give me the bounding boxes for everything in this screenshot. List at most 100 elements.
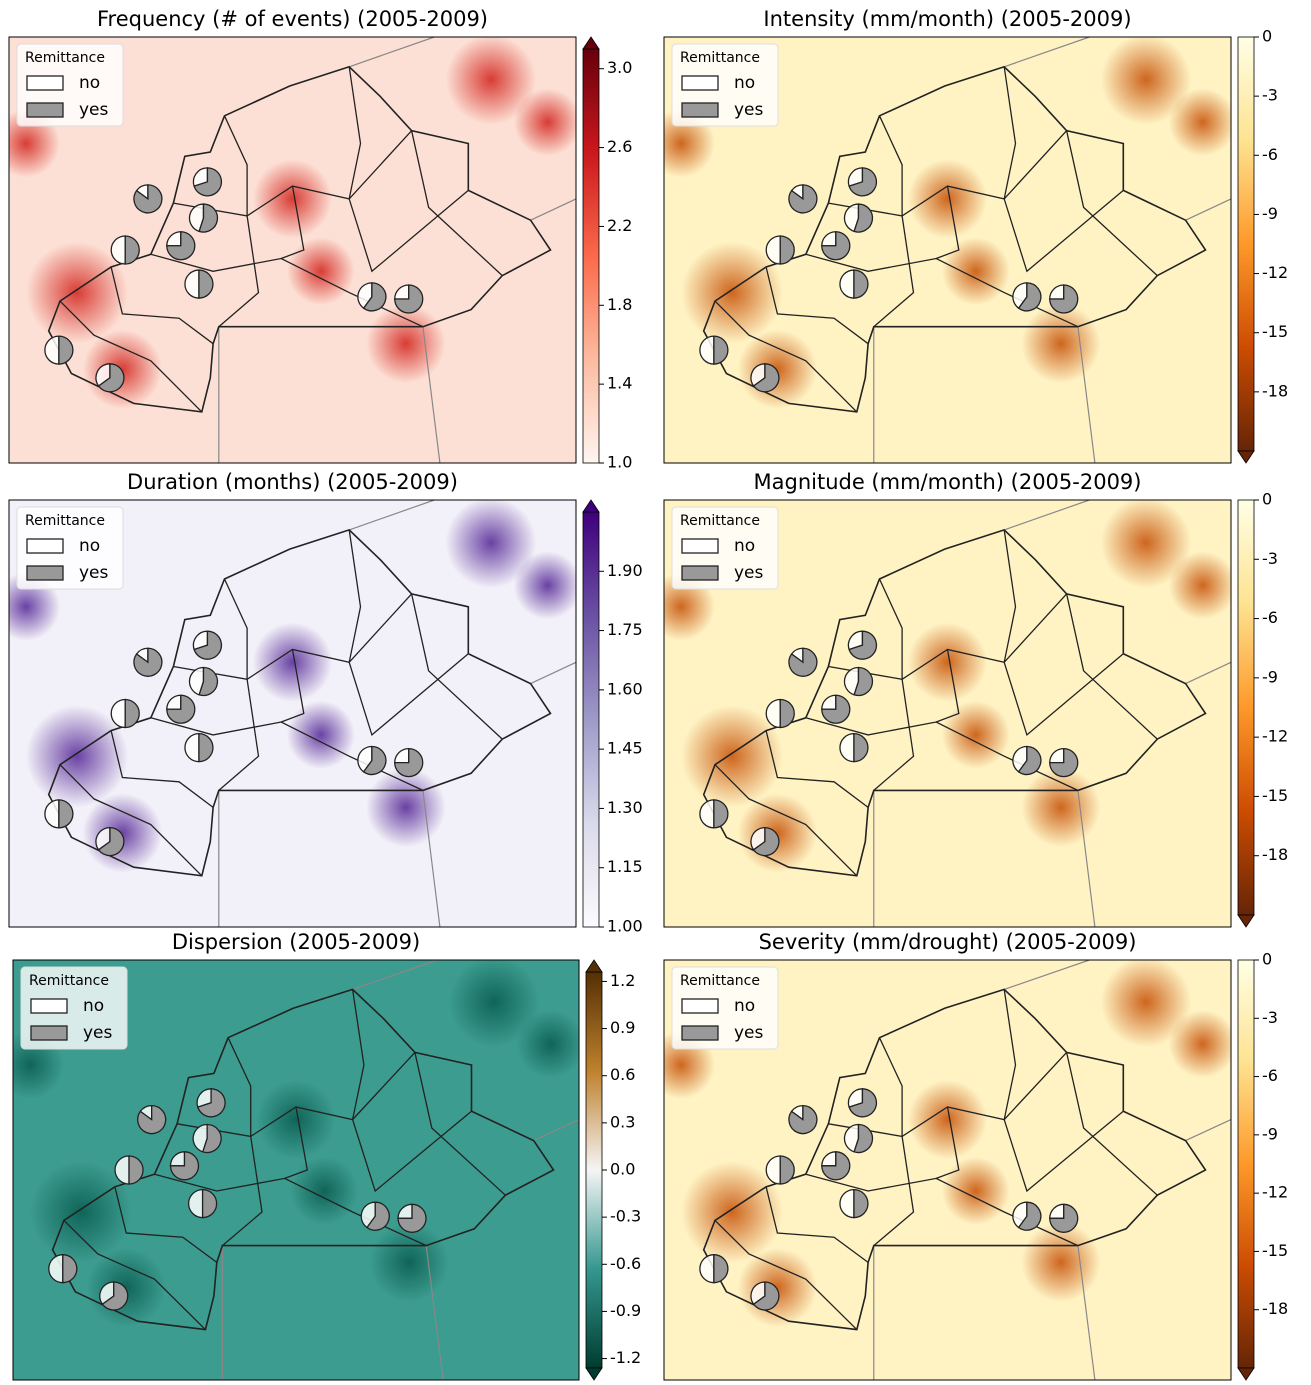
colorbar-tick-label: -12 xyxy=(1262,727,1288,746)
colorbar-tick-label: 1.15 xyxy=(607,857,643,876)
colorbar-tick-label: 1.8 xyxy=(607,295,632,314)
colorbar-tick-label: 0.3 xyxy=(610,1112,635,1131)
colorbar-tick-label: -0.3 xyxy=(610,1207,641,1226)
hotspot xyxy=(83,330,162,409)
legend-patch xyxy=(682,76,718,90)
colorbar xyxy=(1238,37,1254,451)
colorbar-tick-label: 1.90 xyxy=(607,561,643,580)
colorbar-tick-label: -18 xyxy=(1262,381,1288,400)
colorbar-tick-label: 0 xyxy=(1262,490,1272,509)
colorbar-tick-label: 0 xyxy=(1262,950,1272,969)
legend-patch xyxy=(27,566,63,580)
page: Frequency (# of events) (2005-2009) Remit… xyxy=(0,0,1311,1385)
hotspot xyxy=(370,1223,449,1302)
colorbar-tick-label: 1.00 xyxy=(607,917,643,936)
colorbar-tick-label: -15 xyxy=(1262,1241,1288,1260)
colorbar-tick-label: 2.6 xyxy=(607,137,632,156)
legend-label: yes xyxy=(79,563,109,583)
colorbar xyxy=(583,512,599,927)
colorbar-tick-label: 1.2 xyxy=(610,971,635,990)
colorbar-extend xyxy=(586,1368,602,1380)
legend-title: Remittance xyxy=(25,50,105,66)
panel-title: Dispersion (2005-2009) xyxy=(172,930,420,954)
colorbar-tick-label: 3.0 xyxy=(607,58,632,77)
hotspot xyxy=(290,1157,358,1225)
legend-title: Remittance xyxy=(25,513,105,529)
colorbar-tick-label: -3 xyxy=(1262,1008,1278,1027)
panel-title: Severity (mm/drought) (2005-2009) xyxy=(759,930,1137,954)
legend-label: no xyxy=(79,73,100,93)
hotspot xyxy=(942,237,1010,305)
legend-label: no xyxy=(734,536,755,556)
colorbar-extend xyxy=(1238,451,1254,463)
legend-patch xyxy=(31,999,67,1013)
legend-patch xyxy=(682,999,718,1013)
colorbar-tick-label: -6 xyxy=(1262,1066,1278,1085)
colorbar-tick-label: -3 xyxy=(1262,549,1278,568)
legend-label: yes xyxy=(79,100,109,120)
colorbar-tick-label: -9 xyxy=(1262,1124,1278,1143)
map-panel: Duration (months) (2005-2009)Remittancen… xyxy=(0,470,643,936)
colorbar-tick-label: -9 xyxy=(1262,667,1278,686)
legend-label: yes xyxy=(83,1023,113,1043)
colorbar-extend xyxy=(1238,915,1254,927)
colorbar-tick-label: -0.6 xyxy=(610,1254,641,1273)
map-panel: Frequency (# of events) (2005-2009) Remit… xyxy=(0,7,632,472)
colorbar-tick-label: 1.30 xyxy=(607,798,643,817)
hotspot xyxy=(287,237,355,305)
legend-patch xyxy=(27,103,63,117)
hotspot xyxy=(517,1010,585,1078)
colorbar-tick-label: 0 xyxy=(1262,27,1272,46)
hotspot xyxy=(942,1157,1010,1225)
legend-patch xyxy=(31,1026,67,1040)
colorbar-tick-label: -6 xyxy=(1262,145,1278,164)
legend-patch xyxy=(682,103,718,117)
legend-patch xyxy=(27,539,63,553)
hotspot xyxy=(366,304,445,383)
legend-label: no xyxy=(79,536,100,556)
colorbar-tick-label: -15 xyxy=(1262,786,1288,805)
colorbar-tick-label: -18 xyxy=(1262,845,1288,864)
hotspot xyxy=(287,701,355,769)
colorbar-extend xyxy=(583,500,599,512)
legend-title: Remittance xyxy=(680,50,760,66)
legend-patch xyxy=(682,566,718,580)
panel-title: Intensity (mm/month) (2005-2009) xyxy=(763,7,1131,31)
hotspot xyxy=(1169,1010,1237,1078)
legend-title: Remittance xyxy=(29,973,109,989)
hotspot xyxy=(738,793,817,872)
colorbar-tick-label: -18 xyxy=(1262,1299,1288,1318)
hotspot xyxy=(514,88,582,156)
colorbar-tick-label: -12 xyxy=(1262,1183,1288,1202)
figure: Frequency (# of events) (2005-2009) Remit… xyxy=(0,0,1311,1385)
legend-label: no xyxy=(83,996,104,1016)
panel-title: Frequency (# of events) (2005-2009) xyxy=(97,7,488,31)
hotspot xyxy=(514,551,582,619)
legend-patch xyxy=(682,1026,718,1040)
legend-label: yes xyxy=(734,563,764,583)
hotspot xyxy=(1169,88,1237,156)
hotspot xyxy=(738,330,817,409)
map-panel: Dispersion (2005-2009)Remittancenoyes-1.… xyxy=(0,930,641,1380)
legend-patch xyxy=(682,539,718,553)
legend-title: Remittance xyxy=(680,513,760,529)
hotspot xyxy=(83,793,162,872)
legend-title: Remittance xyxy=(680,973,760,989)
hotspot xyxy=(908,159,987,238)
map-panel: Severity (mm/drought) (2005-2009) Remitta… xyxy=(647,930,1288,1380)
colorbar-tick-label: 1.0 xyxy=(607,453,632,472)
legend-label: yes xyxy=(734,1023,764,1043)
hotspot xyxy=(1021,304,1100,383)
colorbar-tick-label: 0.9 xyxy=(610,1018,635,1037)
colorbar xyxy=(586,972,602,1368)
colorbar-tick-label: 1.4 xyxy=(607,374,632,393)
colorbar-tick-label: -3 xyxy=(1262,86,1278,105)
hotspot xyxy=(1021,768,1100,847)
legend-label: yes xyxy=(734,100,764,120)
colorbar xyxy=(1238,960,1254,1368)
colorbar-extend xyxy=(1238,1368,1254,1380)
colorbar-tick-label: 0.0 xyxy=(610,1160,635,1179)
hotspot xyxy=(253,623,332,702)
map-panel: Magnitude (mm/month) (2005-2009)Remittan… xyxy=(647,470,1288,927)
hotspot xyxy=(908,623,987,702)
